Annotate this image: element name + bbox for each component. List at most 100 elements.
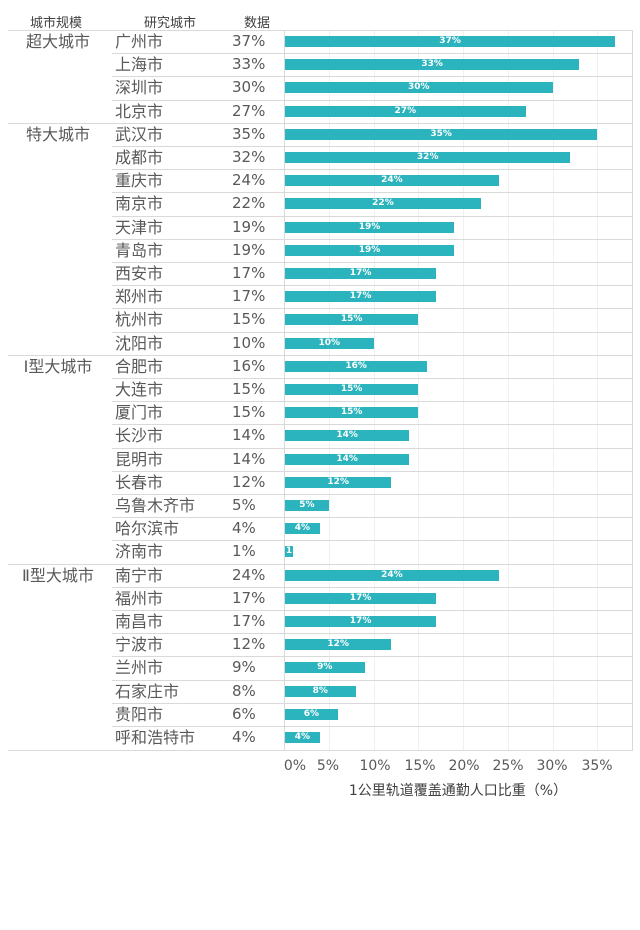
table-row: 南京市 22% 22% xyxy=(0,192,640,215)
data-bar: 16% xyxy=(285,360,428,372)
row-divider xyxy=(112,285,633,287)
row-divider xyxy=(112,424,633,426)
data-bar: 15% xyxy=(285,384,419,395)
table-row: 昆明市 14% 14% xyxy=(0,447,640,471)
row-divider xyxy=(112,215,633,217)
row-divider xyxy=(112,633,633,635)
table-row: 超大城市 广州市 37% 37% xyxy=(0,30,640,53)
city-label: 长春市 xyxy=(115,472,164,492)
data-bar: 35% xyxy=(285,128,598,140)
bar-data-label: 19% xyxy=(358,244,381,255)
value-label: 15% xyxy=(232,380,266,398)
table-row: 长春市 12% 12% xyxy=(0,470,640,494)
city-label: 哈尔滨市 xyxy=(115,519,180,539)
data-bar: 12% xyxy=(285,476,392,488)
value-label: 5% xyxy=(232,496,256,514)
value-label: 35% xyxy=(232,124,266,143)
bar-data-label: 15% xyxy=(340,314,363,325)
table-row: 兰州市 9% 9% xyxy=(0,656,640,679)
value-label: 12% xyxy=(232,635,266,654)
x-tick-label: 35% xyxy=(581,758,613,774)
bar-data-label: 24% xyxy=(381,175,403,186)
bar-data-label: 15% xyxy=(340,407,363,418)
city-label: 贵阳市 xyxy=(115,704,164,724)
row-divider xyxy=(112,378,633,379)
bar-data-label: 9% xyxy=(317,662,333,673)
table-row: 贵阳市 6% 6% xyxy=(0,702,640,726)
city-label: 南京市 xyxy=(115,194,164,214)
table-row: 北京市 27% 27% xyxy=(0,99,640,123)
table-row: 上海市 33% 33% xyxy=(0,53,640,76)
city-label: 济南市 xyxy=(115,542,164,562)
table-row: 天津市 19% 19% xyxy=(0,215,640,239)
bar-data-label: 35% xyxy=(430,128,452,139)
x-tick-label: 25% xyxy=(492,758,524,774)
bar-data-label: 14% xyxy=(336,453,358,464)
table-row: 郑州市 17% 17% xyxy=(0,285,640,308)
row-divider xyxy=(112,76,633,78)
data-bar: 4% xyxy=(285,523,320,535)
category-label: 超大城市 xyxy=(25,32,90,51)
table-row: 重庆市 24% 24% xyxy=(0,169,640,192)
table-row: Ⅰ型大城市 合肥市 16% 16% xyxy=(0,354,640,378)
data-bar: 27% xyxy=(285,105,526,117)
row-divider xyxy=(112,99,633,101)
value-label: 16% xyxy=(232,356,266,375)
data-bar: 19% xyxy=(285,221,455,233)
bottom-border xyxy=(8,750,633,751)
bar-data-label: 4% xyxy=(294,523,311,534)
value-label: 9% xyxy=(232,658,256,677)
data-bar: 15% xyxy=(285,407,419,419)
data-bar: 24% xyxy=(285,569,499,581)
table-row: 长沙市 14% 14% xyxy=(0,424,640,447)
table-row: 南昌市 17% 17% xyxy=(0,610,640,633)
bar-data-label: 10% xyxy=(318,337,341,348)
value-label: 14% xyxy=(232,449,266,468)
value-label: 6% xyxy=(232,704,256,723)
data-bar: 17% xyxy=(285,268,437,279)
value-label: 12% xyxy=(232,472,266,491)
vertical-gridline xyxy=(597,30,599,750)
row-divider xyxy=(8,563,633,565)
value-label: 24% xyxy=(232,171,266,190)
table-row: 特大城市 武汉市 35% 35% xyxy=(0,122,640,146)
value-label: 30% xyxy=(232,78,266,97)
city-label: 厦门市 xyxy=(115,403,164,423)
row-divider xyxy=(112,331,633,333)
value-label: 33% xyxy=(232,55,266,74)
value-label: 8% xyxy=(232,681,256,700)
data-bar: 12% xyxy=(285,639,392,651)
row-divider xyxy=(112,517,633,519)
x-tick-label: 15% xyxy=(404,758,436,774)
value-label: 15% xyxy=(232,310,266,329)
table-row: 呼和浩特市 4% 4% xyxy=(0,726,640,749)
city-label: 宁波市 xyxy=(115,635,164,655)
city-label: 成都市 xyxy=(115,148,164,167)
city-label: 长沙市 xyxy=(115,426,164,446)
row-divider xyxy=(112,192,633,194)
bar-data-label: 27% xyxy=(394,105,417,116)
city-label: 青岛市 xyxy=(115,240,164,260)
city-label: 南宁市 xyxy=(115,565,164,585)
bar-data-label: 30% xyxy=(407,82,430,93)
data-bar: 4% xyxy=(285,732,320,743)
table-row: 深圳市 30% 30% xyxy=(0,76,640,99)
data-bar: 9% xyxy=(285,662,365,674)
data-bar: 30% xyxy=(285,82,553,94)
row-divider xyxy=(112,262,633,263)
city-label: 福州市 xyxy=(115,588,164,608)
row-divider xyxy=(8,122,633,124)
bar-data-label: 14% xyxy=(336,430,358,441)
city-label: 乌鲁木齐市 xyxy=(115,496,196,515)
data-bar: 8% xyxy=(285,685,356,697)
value-label: 32% xyxy=(232,148,266,166)
value-label: 4% xyxy=(232,519,256,538)
bar-data-label: 4% xyxy=(294,732,311,742)
bar-data-label: 33% xyxy=(421,59,443,70)
x-tick-label: 10% xyxy=(359,758,391,774)
city-label: 昆明市 xyxy=(115,449,164,469)
header-value: 数据 xyxy=(244,16,271,31)
x-axis-label: 1公里轨道覆盖通勤人口比重（%） xyxy=(348,783,568,799)
data-bar: 1 xyxy=(285,546,293,558)
data-bar: 33% xyxy=(285,59,580,71)
